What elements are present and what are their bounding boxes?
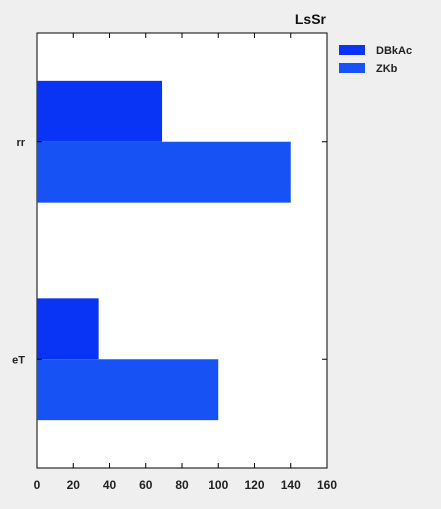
x-tick-label-40: 40: [103, 478, 117, 492]
legend-label-dbkac: DBkAc: [376, 45, 412, 57]
bar-zkb-rr: [37, 141, 291, 203]
chart-title: LsSr: [295, 11, 327, 27]
y-tick-label-et: eT: [12, 354, 25, 366]
bar-dbkac-rr: [37, 80, 163, 142]
legend-swatch-zkb: [339, 63, 365, 73]
bars-group: [37, 80, 291, 421]
legend-swatch-dbkac: [339, 45, 365, 55]
x-tick-label-60: 60: [139, 478, 153, 492]
x-tick-label-20: 20: [67, 478, 81, 492]
x-tick-label-120: 120: [244, 478, 264, 492]
bar-dbkac-et: [37, 298, 99, 360]
legend-label-zkb: ZKb: [376, 63, 398, 75]
x-tick-label-80: 80: [175, 478, 189, 492]
x-tick-label-0: 0: [34, 478, 41, 492]
bar-zkb-et: [37, 359, 219, 421]
x-tick-label-160: 160: [317, 478, 337, 492]
y-tick-label-rr: rr: [16, 137, 25, 149]
x-tick-label-100: 100: [208, 478, 228, 492]
x-tick-label-140: 140: [281, 478, 301, 492]
x-axis: 0 20 40 60 80 100 120 140 160: [34, 33, 337, 492]
y-axis: eT rr: [12, 137, 327, 366]
legend: DBkAc ZKb: [339, 45, 412, 75]
